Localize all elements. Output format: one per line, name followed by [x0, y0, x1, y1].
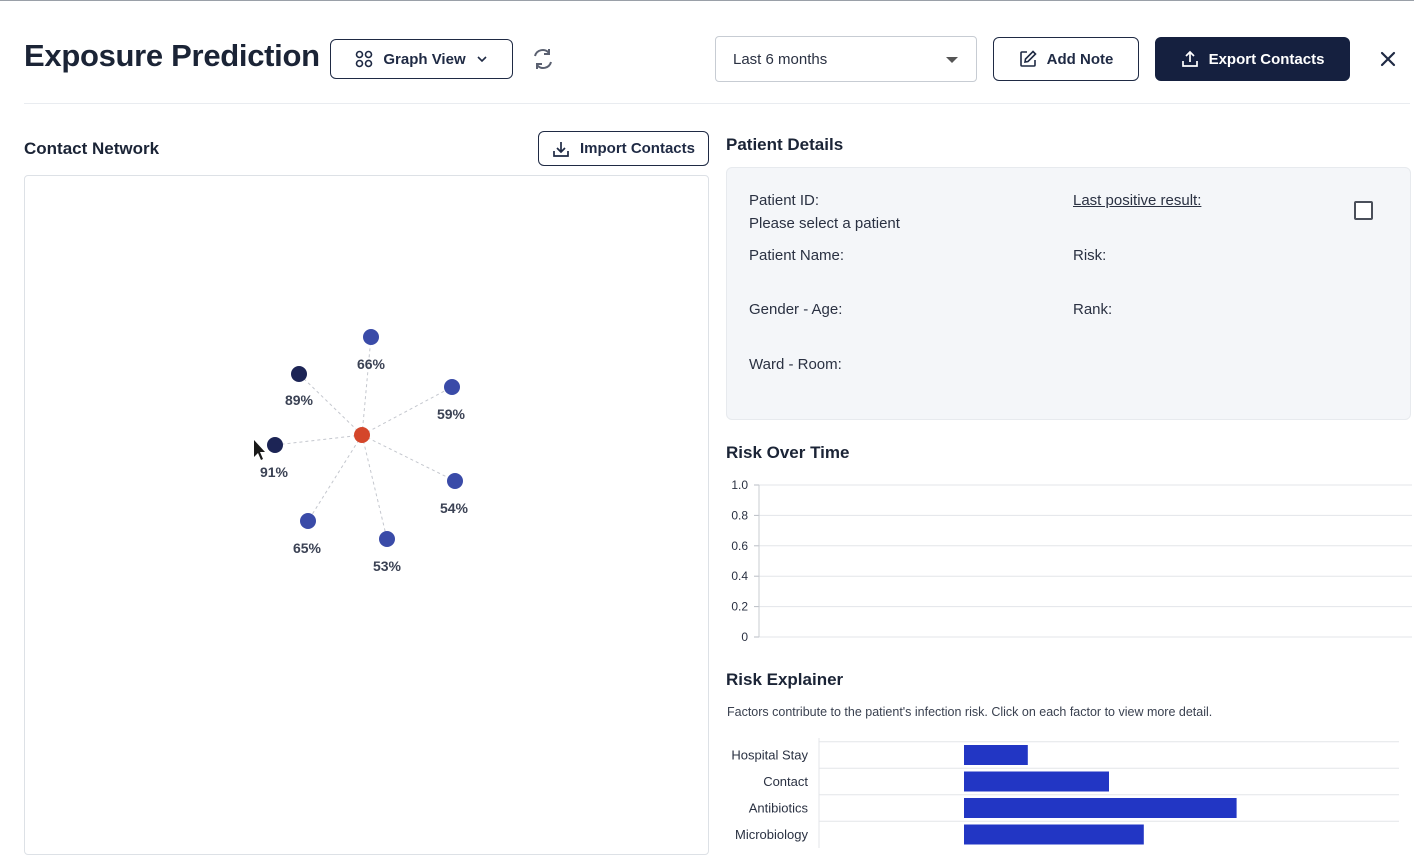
import-contacts-label: Import Contacts: [579, 140, 695, 157]
y-tick-label: 1.0: [731, 478, 748, 492]
contact-node[interactable]: [444, 379, 460, 395]
contact-node[interactable]: [300, 513, 316, 529]
header-divider: [24, 103, 1410, 104]
patient-id-value: Please select a patient: [749, 215, 900, 232]
import-contacts-button[interactable]: Import Contacts: [538, 131, 709, 166]
patient-details-card: [726, 167, 1411, 420]
patient-checkbox[interactable]: [1354, 201, 1373, 220]
patient-id-label: Patient ID:: [749, 192, 820, 209]
contact-node[interactable]: [291, 366, 307, 382]
risk-explainer-chart[interactable]: Hospital Stay Contact Antibiotics Microbiol…: [726, 738, 1412, 848]
network-edge: [361, 336, 372, 436]
add-note-button[interactable]: Add Note: [993, 37, 1139, 81]
network-canvas: 66% 59% 54% 53% 65% 91% 89%: [254, 329, 469, 574]
risk-label: Risk:: [1073, 247, 1107, 264]
contact-node-label: 91%: [260, 464, 289, 480]
chevron-down-icon: [477, 56, 487, 63]
caret-down-icon: [946, 57, 958, 63]
risk-factor-bar[interactable]: [964, 798, 1237, 818]
network-edge: [298, 373, 363, 436]
time-range-select[interactable]: Last 6 months: [715, 36, 977, 82]
risk-explainer-description: Factors contribute to the patient's infe…: [727, 705, 1213, 719]
contact-node-label: 89%: [285, 392, 314, 408]
graph-view-dropdown[interactable]: Graph View: [330, 39, 513, 79]
export-contacts-button[interactable]: Export Contacts: [1155, 37, 1350, 81]
risk-explainer-title: Risk Explainer: [726, 670, 844, 689]
contact-network-title: Contact Network: [24, 139, 160, 158]
page-title: Exposure Prediction: [24, 38, 320, 73]
network-edge: [361, 434, 388, 540]
contact-network-graph[interactable]: 66% 59% 54% 53% 65% 91% 89%: [24, 175, 709, 855]
time-range-value: Last 6 months: [733, 50, 828, 68]
risk-factor-bar[interactable]: [964, 745, 1028, 765]
y-tick-label: 0.8: [731, 508, 748, 522]
y-tick-label: 0.6: [731, 539, 748, 553]
category-label: Antibiotics: [749, 801, 809, 816]
last-positive-result-link[interactable]: Last positive result:: [1073, 192, 1202, 209]
grid-icon: [356, 50, 373, 68]
network-edge: [361, 434, 456, 482]
network-edge: [307, 434, 363, 522]
network-edge: [361, 386, 453, 436]
refresh-icon[interactable]: [531, 47, 555, 71]
risk-over-time-title: Risk Over Time: [726, 443, 850, 462]
y-tick-label: 0.2: [731, 600, 748, 614]
y-tick-label: 0.4: [731, 569, 748, 583]
risk-factor-bar[interactable]: [964, 771, 1109, 792]
gender-age-label: Gender - Age:: [749, 301, 843, 318]
patient-details-title: Patient Details: [726, 135, 844, 154]
patient-name-label: Patient Name:: [749, 247, 845, 264]
category-label: Contact: [763, 774, 808, 789]
risk-factor-bar[interactable]: [964, 824, 1144, 845]
patient-node[interactable]: [354, 427, 370, 443]
download-icon: [553, 141, 569, 157]
contact-node[interactable]: [447, 473, 463, 489]
contact-node[interactable]: [267, 437, 283, 453]
contact-node-label: 65%: [293, 540, 322, 556]
upload-icon: [1181, 50, 1198, 67]
contact-node-label: 66%: [357, 356, 386, 372]
ward-room-label: Ward - Room:: [749, 356, 842, 373]
close-icon[interactable]: [1378, 49, 1398, 69]
y-tick-label: 0: [741, 630, 748, 644]
category-label: Microbiology: [735, 827, 808, 842]
export-contacts-label: Export Contacts: [1208, 50, 1325, 68]
rank-label: Rank:: [1073, 301, 1113, 318]
contact-node-label: 59%: [437, 406, 466, 422]
contact-node-label: 53%: [373, 558, 402, 574]
graph-view-label: Graph View: [383, 50, 466, 68]
contact-node[interactable]: [379, 531, 395, 547]
add-note-label: Add Note: [1046, 50, 1114, 68]
cursor-icon: [254, 440, 265, 460]
risk-over-time-chart: 1.0 0.8 0.6 0.4 0.2 0: [731, 478, 1412, 644]
contact-node[interactable]: [363, 329, 379, 345]
edit-icon: [1019, 50, 1037, 67]
category-label: Hospital Stay: [731, 748, 808, 763]
window-top-border: [0, 0, 1414, 1]
network-edge: [274, 434, 363, 446]
contact-node-label: 54%: [440, 500, 469, 516]
